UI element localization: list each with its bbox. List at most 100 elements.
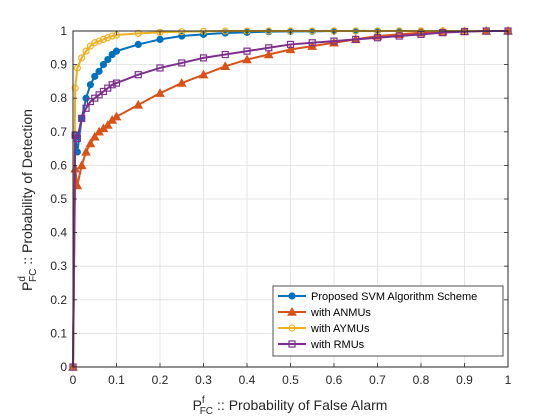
legend-label-2: with ANMUs — [310, 307, 371, 319]
series-4-point — [439, 29, 447, 37]
series-4-point — [73, 134, 81, 143]
y-axis-label-group: PdFC:: Probability of Detection — [17, 109, 39, 291]
series-2-point — [176, 78, 187, 87]
y-axis-label-main: P — [19, 282, 35, 291]
series-4-point — [108, 81, 116, 89]
series-2-point — [285, 44, 296, 54]
series-4-point — [286, 40, 295, 49]
series-2-point — [198, 69, 209, 79]
series-1-point — [112, 47, 121, 55]
x-axis-label-sub: FC — [200, 406, 213, 417]
x-axis-label-rest: :: Probability of False Alarm — [217, 397, 387, 413]
legend-marker-2 — [287, 306, 297, 316]
series-1-point — [91, 72, 99, 80]
series-2-point — [111, 111, 122, 121]
legend-marker-3 — [288, 324, 296, 332]
x-axis-label-sup: f — [202, 395, 205, 406]
y-tick-labels: 0 0.1 0.2 0.3 0.4 0.5 0.6 0.7 0.8 0.9 1 — [50, 24, 67, 374]
series-3-point — [156, 28, 164, 36]
series-2-point — [85, 138, 96, 148]
ticks — [72, 30, 509, 368]
series-4 — [69, 27, 512, 371]
y-tick-label: 0.2 — [50, 293, 67, 307]
series-3-point — [178, 28, 186, 36]
series-4-point — [395, 32, 403, 40]
y-tick-label: 0.9 — [50, 58, 67, 72]
series-4-point — [265, 44, 273, 52]
series-3-point — [91, 39, 99, 47]
legend-box — [272, 285, 504, 357]
x-tick-labels: 0 0.1 0.2 0.3 0.4 0.5 0.6 0.7 0.8 0.9 1 — [70, 373, 512, 387]
series-4-point — [78, 114, 86, 122]
series-4-point — [156, 64, 164, 72]
series-3-point — [134, 29, 142, 37]
series-2-point — [89, 131, 100, 141]
legend-label-4: with RMUs — [310, 339, 365, 351]
x-axis-label-main: P — [193, 397, 202, 413]
series-2-point — [81, 146, 91, 156]
series-4-point — [243, 47, 251, 55]
series-4-point — [82, 104, 90, 112]
series-4-point — [221, 50, 229, 59]
series-3-point — [104, 34, 112, 42]
series-3-point — [82, 47, 90, 55]
series-4-point — [199, 54, 208, 62]
y-tick-label: 0.7 — [50, 125, 67, 139]
series-2-point — [263, 49, 274, 59]
legend-label-1: Proposed SVM Algorithm Scheme — [311, 291, 477, 303]
legend-label-3: with AYMUs — [310, 323, 370, 335]
y-tick-label: 0.1 — [50, 326, 67, 340]
series-2-point — [102, 120, 113, 129]
series-1-point — [86, 81, 95, 89]
x-tick-label: 0.1 — [108, 373, 125, 387]
y-tick-label: 0.8 — [50, 91, 67, 105]
series-2-point — [155, 88, 165, 97]
series-2-point — [76, 160, 87, 170]
series-4-point — [330, 37, 338, 45]
x-tick-label: 0.2 — [152, 373, 169, 387]
y-axis-label-sup: d — [17, 276, 28, 282]
series-1-point — [104, 55, 112, 64]
series-2-point — [133, 99, 144, 109]
y-tick-label: 0.4 — [50, 226, 67, 240]
series-3-point — [78, 54, 86, 62]
x-tick-label: 0.9 — [456, 373, 473, 387]
x-axis-label: Pf FC:: Probability of False Alarm — [193, 395, 388, 417]
series-3-point — [86, 42, 95, 50]
y-tick-label: 0.5 — [50, 192, 67, 206]
x-tick-label: 0.6 — [326, 373, 343, 387]
series-1-point — [95, 67, 103, 75]
y-axis-label-rest: :: Probability of Detection — [19, 109, 35, 265]
series-3-point — [71, 84, 79, 92]
legend-marker-1 — [288, 292, 296, 300]
y-tick-label: 0.3 — [50, 259, 67, 273]
series-2-point — [242, 54, 252, 64]
y-axis-label-sub: FC — [28, 269, 39, 282]
series-1-point — [156, 35, 164, 44]
series-4-line — [72, 30, 508, 368]
series-3-point — [95, 37, 103, 45]
series-4-point — [352, 35, 360, 44]
series-1-point — [99, 60, 108, 69]
x-tick-label: 0.4 — [239, 373, 256, 387]
y-tick-label: 0 — [60, 360, 67, 374]
x-tick-label: 0.7 — [369, 373, 386, 387]
x-tick-label: 1 — [505, 373, 512, 387]
series-4-point — [178, 59, 186, 67]
series-3-point — [99, 35, 108, 44]
x-tick-label: 0.8 — [413, 373, 430, 387]
x-tick-label: 0.3 — [195, 373, 212, 387]
x-tick-label: 0 — [70, 373, 77, 387]
y-tick-label: 1 — [60, 24, 67, 38]
series-2-point — [220, 61, 231, 70]
series-4-point — [112, 79, 121, 87]
series-1-point — [134, 40, 142, 49]
series-4-point — [134, 71, 142, 79]
series-4-point — [308, 39, 316, 47]
series-3-point — [73, 64, 81, 72]
y-axis-label: PdFC:: Probability of Detection — [17, 109, 39, 291]
legend-marker-4 — [288, 340, 296, 348]
series-3-point — [108, 32, 116, 40]
